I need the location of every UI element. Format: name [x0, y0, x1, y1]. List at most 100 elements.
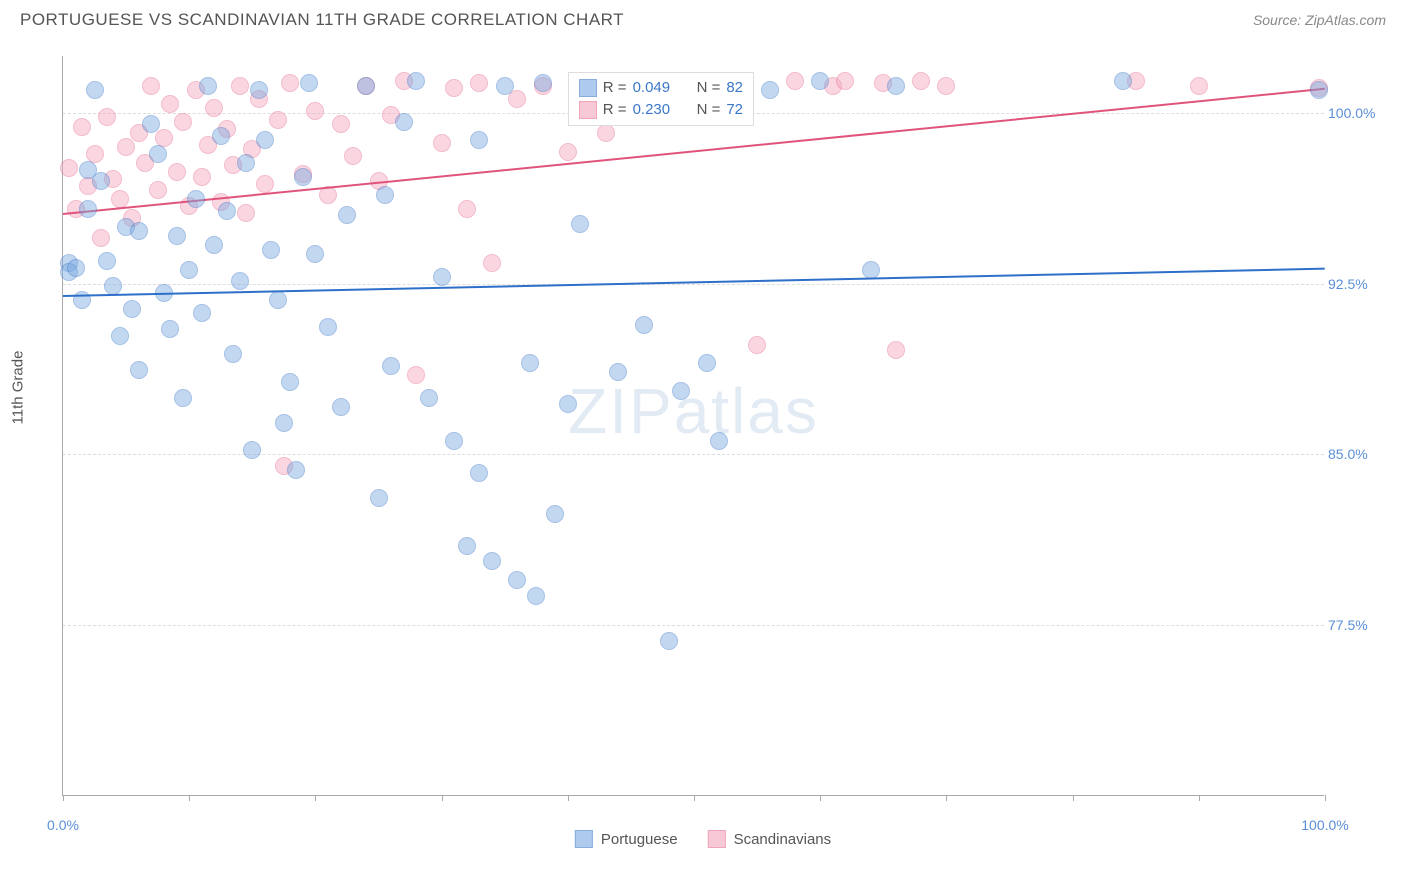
watermark: ZIPatlas [568, 374, 819, 448]
portuguese-point [180, 261, 198, 279]
bottom-legend-item: Portuguese [575, 830, 678, 848]
chart-plot-area: ZIPatlas 77.5%85.0%92.5%100.0%0.0%100.0%… [62, 56, 1324, 796]
portuguese-point [376, 186, 394, 204]
scandinavians-point [1190, 77, 1208, 95]
portuguese-point [496, 77, 514, 95]
portuguese-point [609, 363, 627, 381]
portuguese-point [382, 357, 400, 375]
portuguese-point [142, 115, 160, 133]
n-label: N = [697, 79, 721, 96]
portuguese-point [1310, 81, 1328, 99]
bottom-legend: Portuguese Scandinavians [575, 830, 831, 848]
portuguese-point [470, 131, 488, 149]
x-tick [442, 795, 443, 801]
x-tick-label: 100.0% [1301, 817, 1348, 833]
portuguese-point [79, 200, 97, 218]
portuguese-point [269, 291, 287, 309]
scandinavians-point [912, 72, 930, 90]
portuguese-point [123, 300, 141, 318]
portuguese-point [445, 432, 463, 450]
chart-title: PORTUGUESE VS SCANDINAVIAN 11TH GRADE CO… [20, 10, 624, 30]
scandinavians-point [483, 254, 501, 272]
portuguese-point [275, 414, 293, 432]
n-value: 82 [726, 79, 743, 96]
x-tick [1199, 795, 1200, 801]
scandinavians-point [836, 72, 854, 90]
legend-row-portuguese: R =0.049N =82 [579, 77, 743, 99]
scandinavians-point [231, 77, 249, 95]
portuguese-point [698, 354, 716, 372]
portuguese-point [199, 77, 217, 95]
portuguese-point [130, 222, 148, 240]
portuguese-point [319, 318, 337, 336]
scandinavians-point [445, 79, 463, 97]
scandinavians-point [60, 159, 78, 177]
correlation-legend: R =0.049N =82R =0.230N =72 [568, 72, 754, 126]
portuguese-point [332, 398, 350, 416]
portuguese-point [407, 72, 425, 90]
portuguese-point [521, 354, 539, 372]
legend-swatch-icon [579, 101, 597, 119]
portuguese-point [187, 190, 205, 208]
r-value: 0.049 [633, 79, 683, 96]
portuguese-point [1114, 72, 1132, 90]
legend-label: Portuguese [601, 831, 678, 848]
scandinavians-point [73, 118, 91, 136]
legend-swatch-icon [708, 830, 726, 848]
x-tick-label: 0.0% [47, 817, 79, 833]
portuguese-point [224, 345, 242, 363]
scandinavians-point [256, 175, 274, 193]
portuguese-point [205, 236, 223, 254]
scandinavians-point [887, 341, 905, 359]
x-tick [63, 795, 64, 801]
portuguese-point [761, 81, 779, 99]
scandinavians-point [458, 200, 476, 218]
y-tick-label: 85.0% [1328, 446, 1386, 462]
scandinavians-point [937, 77, 955, 95]
portuguese-point [534, 74, 552, 92]
scandinavians-point [174, 113, 192, 131]
portuguese-point [672, 382, 690, 400]
portuguese-point [660, 632, 678, 650]
portuguese-point [174, 389, 192, 407]
portuguese-point [193, 304, 211, 322]
r-label: R = [603, 101, 627, 118]
scandinavians-point [344, 147, 362, 165]
portuguese-point [161, 320, 179, 338]
portuguese-point [527, 587, 545, 605]
portuguese-point [130, 361, 148, 379]
x-tick [315, 795, 316, 801]
portuguese-point [92, 172, 110, 190]
y-tick-label: 92.5% [1328, 276, 1386, 292]
portuguese-point [243, 441, 261, 459]
portuguese-point [420, 389, 438, 407]
portuguese-point [104, 277, 122, 295]
scandinavians-point [149, 181, 167, 199]
x-tick [820, 795, 821, 801]
n-label: N = [697, 101, 721, 118]
scandinavians-point [306, 102, 324, 120]
portuguese-point [98, 252, 116, 270]
portuguese-trend-line [63, 268, 1325, 297]
portuguese-point [395, 113, 413, 131]
portuguese-point [294, 168, 312, 186]
x-tick [694, 795, 695, 801]
portuguese-point [149, 145, 167, 163]
portuguese-point [67, 259, 85, 277]
r-value: 0.230 [633, 101, 683, 118]
legend-swatch-icon [575, 830, 593, 848]
scandinavians-point [508, 90, 526, 108]
portuguese-point [168, 227, 186, 245]
portuguese-point [811, 72, 829, 90]
scandinavians-point [193, 168, 211, 186]
portuguese-point [281, 373, 299, 391]
portuguese-point [470, 464, 488, 482]
portuguese-point [458, 537, 476, 555]
portuguese-point [338, 206, 356, 224]
scandinavians-point [407, 366, 425, 384]
x-tick [568, 795, 569, 801]
x-tick [189, 795, 190, 801]
legend-label: Scandinavians [734, 831, 832, 848]
portuguese-point [357, 77, 375, 95]
portuguese-point [73, 291, 91, 309]
